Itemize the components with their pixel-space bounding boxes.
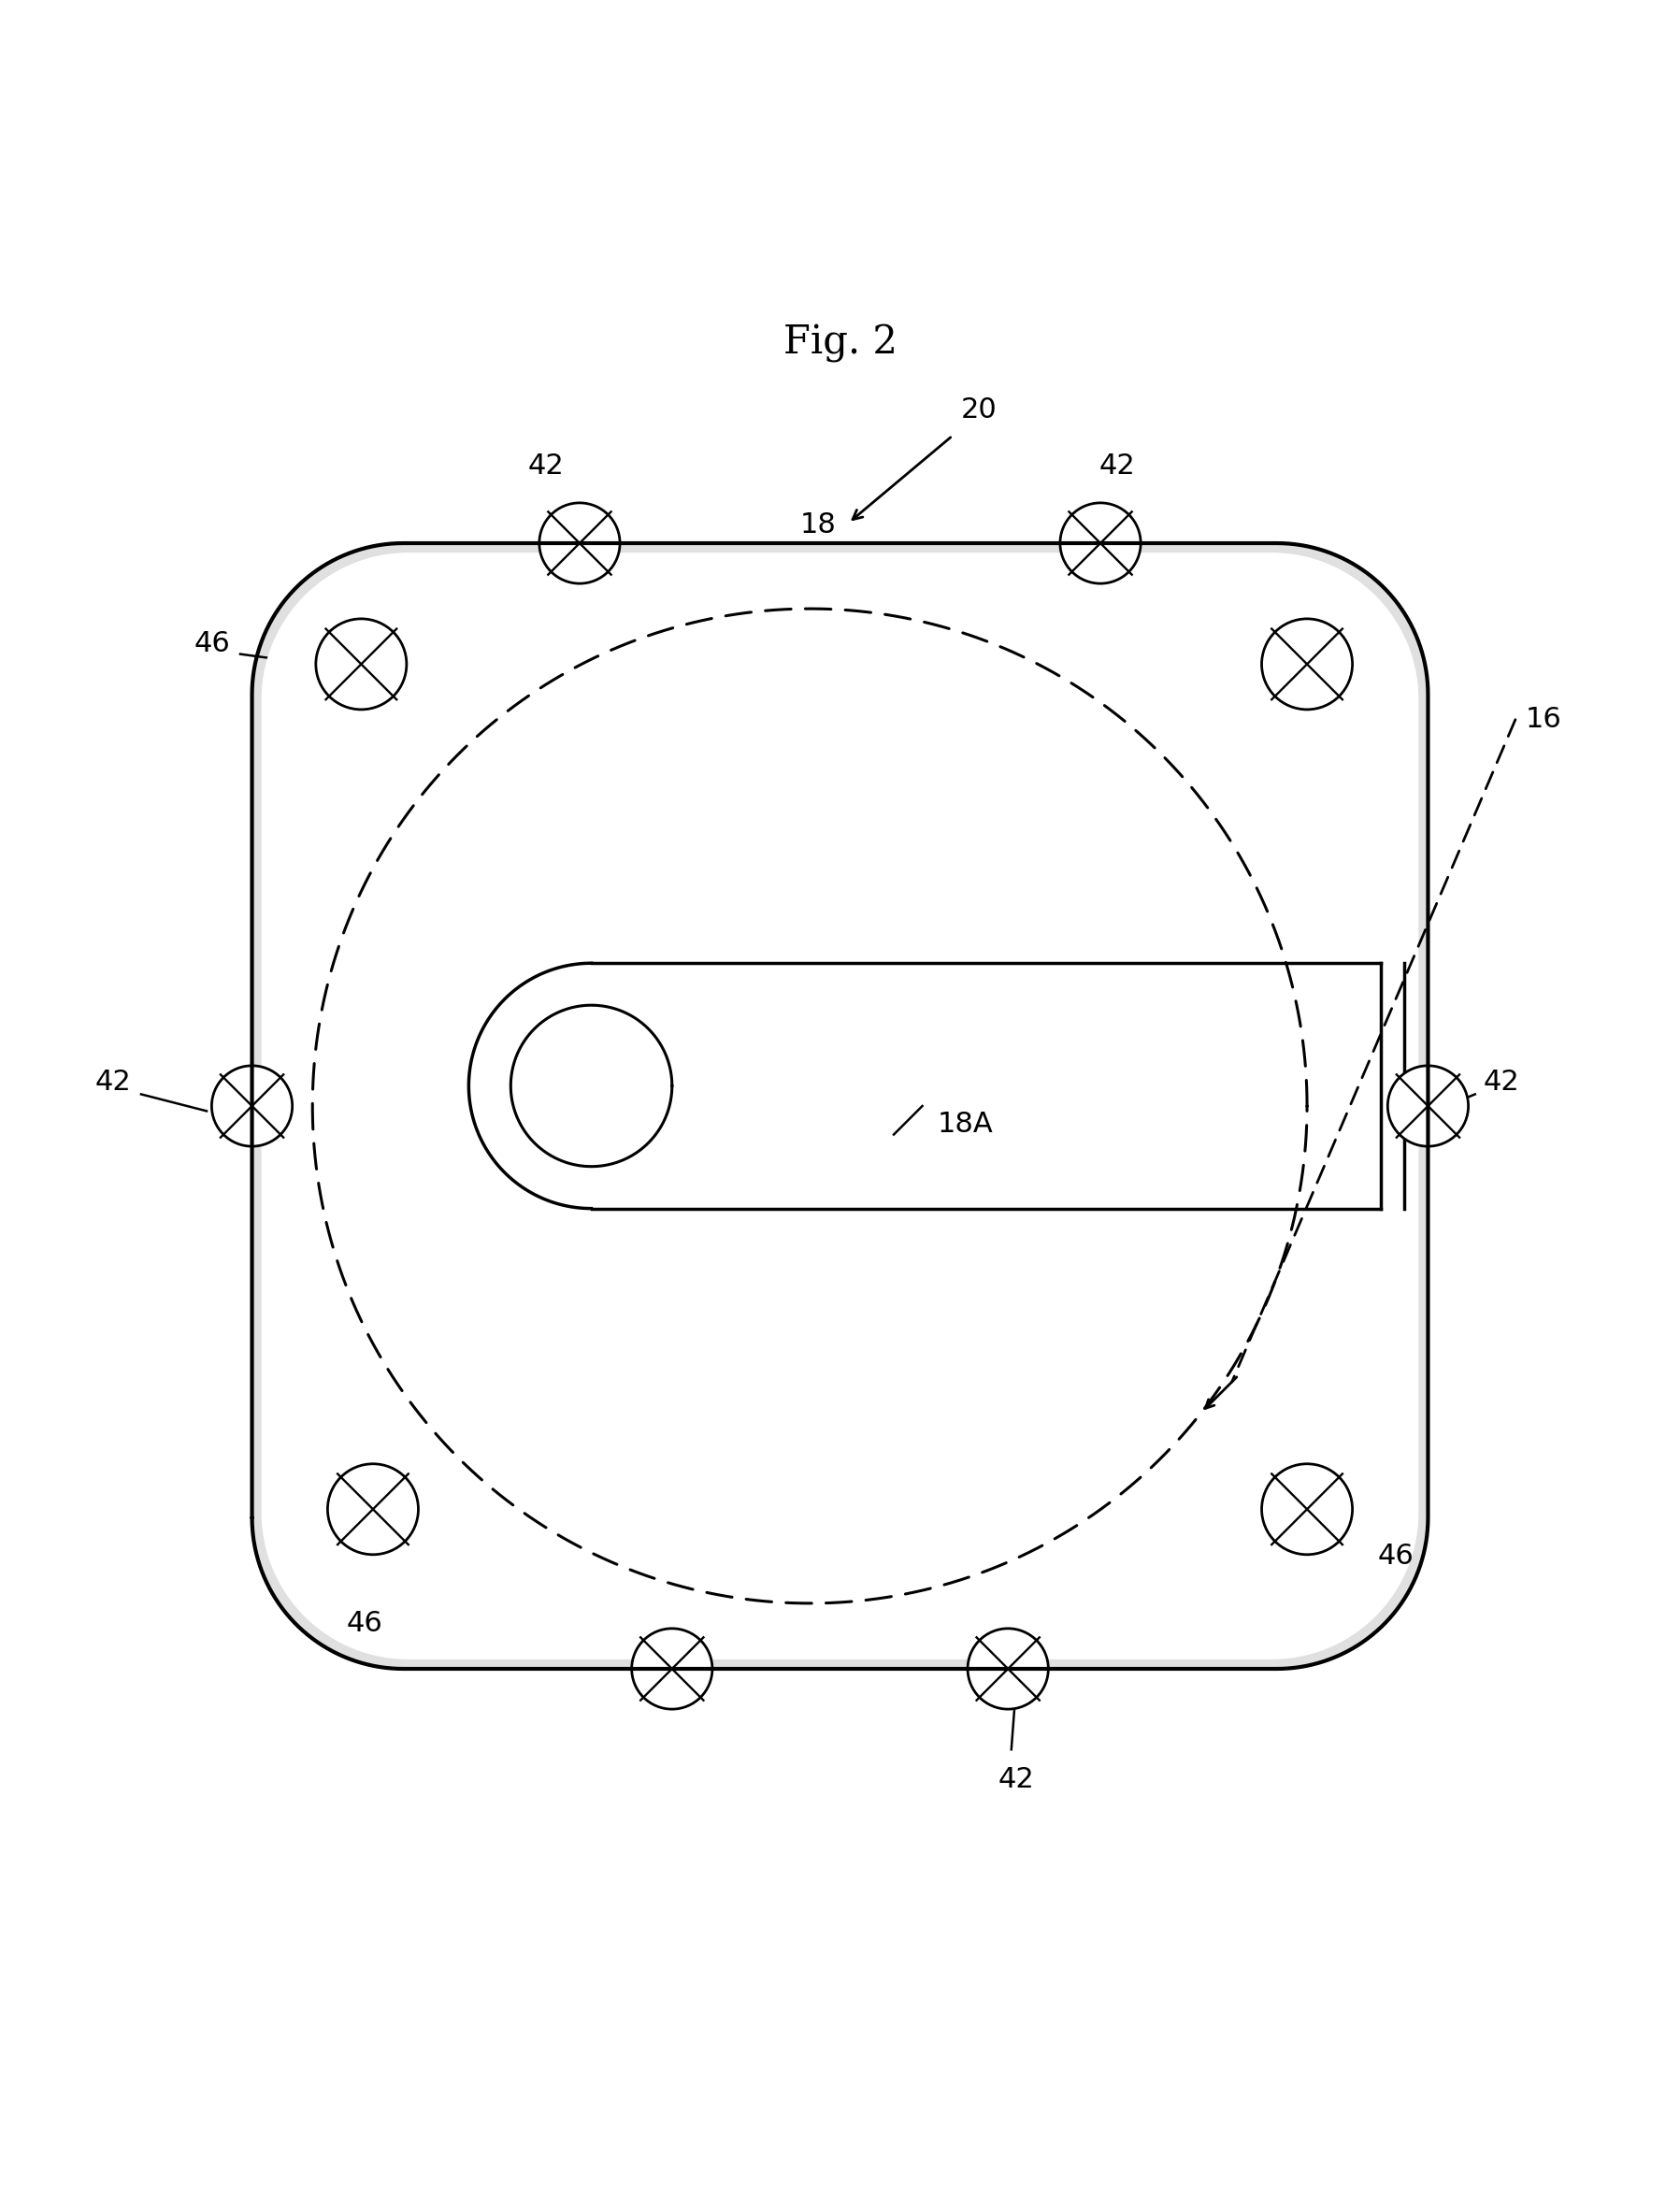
Circle shape: [1388, 1066, 1468, 1146]
Polygon shape: [252, 544, 1428, 1668]
Circle shape: [1060, 502, 1141, 584]
Text: 42: 42: [1483, 1068, 1520, 1095]
Text: 42: 42: [94, 1068, 131, 1095]
Text: 42: 42: [998, 1765, 1035, 1794]
Text: 42: 42: [528, 451, 564, 480]
Circle shape: [1262, 1464, 1352, 1555]
Circle shape: [968, 1628, 1048, 1710]
Text: 46: 46: [346, 1610, 383, 1637]
Text: 18A: 18A: [937, 1110, 993, 1139]
Text: 16: 16: [1525, 706, 1562, 732]
Circle shape: [632, 1628, 712, 1710]
Text: Fig. 2: Fig. 2: [783, 323, 897, 363]
Circle shape: [316, 619, 407, 710]
Text: 46: 46: [1378, 1542, 1415, 1571]
Polygon shape: [262, 553, 1418, 1659]
Text: 20: 20: [961, 396, 998, 425]
Text: 46: 46: [193, 630, 230, 657]
Text: 42: 42: [1099, 451, 1136, 480]
Circle shape: [1262, 619, 1352, 710]
Text: 18: 18: [800, 511, 837, 538]
Circle shape: [212, 1066, 292, 1146]
Circle shape: [328, 1464, 418, 1555]
Circle shape: [539, 502, 620, 584]
